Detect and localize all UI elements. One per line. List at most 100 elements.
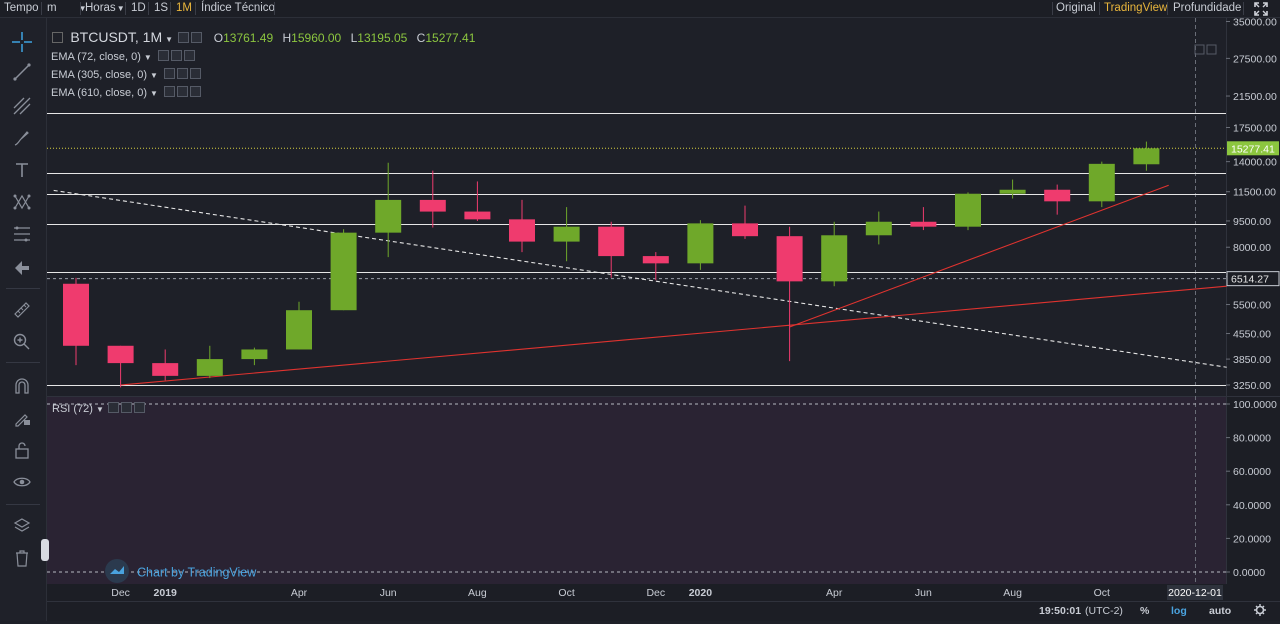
interval-1s-button[interactable]: 1S <box>154 2 169 14</box>
tradingview-branding[interactable]: Chart by TradingView <box>105 559 257 585</box>
indicator-ema-305[interactable]: EMA (305, close, 0) ▼ <box>51 68 201 81</box>
text-icon[interactable] <box>8 158 36 182</box>
last-price-label: 15277.41 <box>1231 143 1275 155</box>
candle[interactable] <box>999 189 1026 194</box>
high-label: H <box>282 31 292 45</box>
fib-icon[interactable] <box>8 222 36 246</box>
gear-icon[interactable] <box>1254 604 1266 616</box>
close-icon[interactable] <box>189 68 201 79</box>
rsi-pane[interactable] <box>47 397 1226 584</box>
pitchfork-icon[interactable] <box>8 94 36 118</box>
hours-dropdown[interactable]: Horas▼ <box>85 2 125 14</box>
visibility-icon[interactable] <box>120 402 132 413</box>
ruler-icon[interactable] <box>8 298 36 322</box>
candle[interactable] <box>419 199 446 212</box>
close-icon[interactable] <box>133 402 145 413</box>
panel-collapse-handle[interactable] <box>41 539 49 561</box>
view-depth-button[interactable]: Profundidade <box>1173 2 1242 14</box>
log-scale-button[interactable]: log <box>1171 605 1187 617</box>
candle[interactable] <box>1088 163 1115 202</box>
time-tick-label: Jun <box>380 587 397 599</box>
candle[interactable] <box>821 235 848 282</box>
pattern-icon[interactable] <box>8 190 36 214</box>
candle[interactable] <box>910 221 937 227</box>
candle[interactable] <box>196 359 223 376</box>
time-tick-label: Apr <box>826 587 843 599</box>
close-icon[interactable] <box>189 86 201 97</box>
candle[interactable] <box>687 223 714 264</box>
interval-1m-button[interactable]: 1M <box>176 2 192 14</box>
interval-1d-button[interactable]: 1D <box>131 2 146 14</box>
back-arrow-icon[interactable] <box>8 256 36 280</box>
settings-icon[interactable] <box>178 32 190 43</box>
candle[interactable] <box>776 236 803 282</box>
price-axis[interactable] <box>1226 18 1280 584</box>
trend-line-icon[interactable] <box>8 60 36 84</box>
view-original-button[interactable]: Original <box>1056 2 1096 14</box>
pane-restore-icon[interactable] <box>1206 44 1217 55</box>
minutes-dropdown[interactable]: m ▼ <box>47 2 87 14</box>
zoom-icon[interactable] <box>8 330 36 354</box>
candle[interactable] <box>63 283 89 346</box>
candle[interactable] <box>152 363 179 376</box>
settings-icon[interactable] <box>163 86 175 97</box>
time-tick-label: 2019 <box>154 587 178 599</box>
candle[interactable] <box>642 256 669 264</box>
crosshair-icon[interactable] <box>8 30 36 54</box>
eye-icon[interactable] <box>8 470 36 494</box>
time-axis[interactable] <box>47 584 1280 621</box>
indicators-button[interactable]: Índice Técnico <box>201 2 275 14</box>
candle[interactable] <box>732 223 758 237</box>
candle[interactable] <box>1044 189 1071 202</box>
trendline[interactable] <box>120 285 1227 386</box>
candle[interactable] <box>107 345 134 364</box>
trendline[interactable] <box>53 189 1227 368</box>
price-tick-label: 3250.00 <box>1233 380 1271 392</box>
indicator-ema-610[interactable]: EMA (610, close, 0) ▼ <box>51 86 201 99</box>
price-chart-svg[interactable]: 35000.00 27500.00 21500.00 17500.00 14000.00… <box>47 17 1280 621</box>
rsi-tick-label: 20.0000 <box>1233 533 1271 545</box>
brush-icon[interactable] <box>8 126 36 150</box>
visibility-icon[interactable] <box>176 86 188 97</box>
price-pane[interactable] <box>47 18 1226 396</box>
candle[interactable] <box>553 226 580 242</box>
symbol-label[interactable]: BTCUSDT, 1M <box>70 29 163 45</box>
view-tradingview-button[interactable]: TradingView <box>1104 2 1168 14</box>
close-icon[interactable] <box>183 50 195 61</box>
visibility-icon[interactable] <box>176 68 188 79</box>
collapse-icon[interactable] <box>52 32 63 43</box>
candle[interactable] <box>598 226 625 257</box>
candle[interactable] <box>241 349 268 360</box>
magnet-icon[interactable] <box>8 374 36 398</box>
indicator-rsi[interactable]: RSI (72) ▼ <box>52 402 145 415</box>
candle[interactable] <box>330 232 357 311</box>
fullscreen-icon[interactable] <box>1254 0 1268 17</box>
percent-scale-button[interactable]: % <box>1140 605 1150 617</box>
rsi-tick-label: 100.0000 <box>1233 399 1277 411</box>
candle[interactable] <box>865 221 892 236</box>
visibility-icon[interactable] <box>170 50 182 61</box>
branding-text: Chart by TradingView <box>137 565 257 580</box>
auto-scale-button[interactable]: auto <box>1209 605 1231 617</box>
time-tick-label: Jun <box>915 587 932 599</box>
pane-maximize-icon[interactable] <box>1194 44 1205 55</box>
settings-icon[interactable] <box>191 32 203 43</box>
candle[interactable] <box>286 310 312 350</box>
lock-icon[interactable] <box>8 438 36 462</box>
lock-draw-icon[interactable] <box>8 406 36 430</box>
settings-icon[interactable] <box>163 68 175 79</box>
candle[interactable] <box>1133 148 1160 165</box>
candle[interactable] <box>464 211 491 220</box>
settings-icon[interactable] <box>157 50 169 61</box>
candle[interactable] <box>955 193 981 227</box>
layers-icon[interactable] <box>8 514 36 538</box>
price-tick-label: 4550.00 <box>1233 329 1271 341</box>
trash-icon[interactable] <box>8 546 36 570</box>
last-price-badge <box>1227 141 1279 156</box>
candle[interactable] <box>375 199 402 233</box>
indicator-ema-72[interactable]: EMA (72, close, 0) ▼ <box>51 50 195 63</box>
settings-icon[interactable] <box>107 402 119 413</box>
trendline[interactable] <box>789 184 1169 328</box>
chart-area[interactable]: 35000.00 27500.00 21500.00 17500.00 14000.00… <box>41 17 1280 621</box>
candle[interactable] <box>509 219 535 242</box>
